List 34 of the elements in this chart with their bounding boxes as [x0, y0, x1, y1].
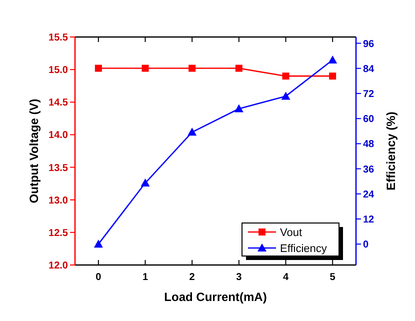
point: [328, 56, 338, 64]
x-tick-label: 4: [282, 272, 289, 283]
y-tick-label: 14.5: [48, 98, 68, 109]
y2-tick-label: 12: [363, 214, 375, 226]
y2-axis-title: Efficiency (%): [384, 112, 398, 190]
y-tick-label: 12.5: [48, 228, 68, 239]
y-tick-label: 15.5: [48, 32, 68, 44]
y2-tick-label: 48: [363, 139, 375, 150]
legend-label: Vout: [280, 226, 302, 239]
y-tick-label: 13.0: [48, 195, 68, 206]
point: [281, 92, 290, 100]
x-tick-label: 5: [330, 272, 336, 283]
point: [188, 128, 197, 136]
y2-tick-label: 36: [363, 164, 375, 176]
y2-tick-label: 84: [363, 64, 375, 75]
x-tick-label: 0: [96, 272, 102, 283]
y2-tick-label: 0: [363, 240, 369, 251]
y2-tick-label: 24: [363, 189, 375, 200]
y-tick-label: 12.0: [48, 260, 68, 272]
x-tick-label: 1: [142, 272, 148, 283]
y-tick-label: 15.0: [48, 65, 68, 76]
y2-tick-label: 72: [363, 88, 375, 100]
point: [234, 104, 244, 112]
y-tick-label: 13.5: [48, 162, 68, 174]
y-axis-title: Output Voltage (V): [27, 98, 41, 204]
x-tick-label: 2: [189, 272, 196, 283]
legend-label: Efficiency: [280, 242, 328, 255]
point: [140, 178, 150, 187]
x-axis-title: Load Current(mA): [164, 290, 267, 304]
point: [94, 240, 103, 248]
y2-tick-label: 60: [363, 114, 375, 126]
x-tick-label: 3: [236, 272, 242, 283]
y-tick-label: 14.0: [48, 130, 68, 142]
y2-tick-label: 96: [363, 38, 375, 50]
